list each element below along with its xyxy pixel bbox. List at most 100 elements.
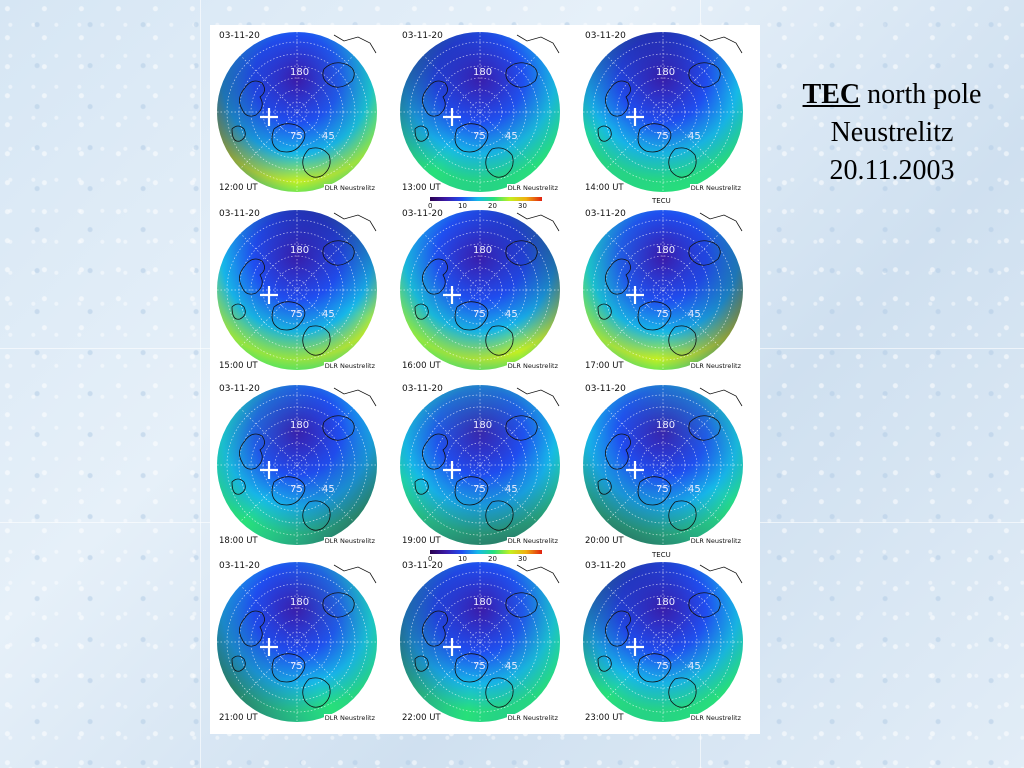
panel-time: 17:00 UT xyxy=(584,361,625,371)
panel-credit: DLR Neustrelitz xyxy=(323,362,376,371)
panel-date: 03-11-20 xyxy=(401,384,444,394)
latitude-label: 45 xyxy=(505,661,518,672)
panel-date: 03-11-20 xyxy=(401,31,444,41)
longitude-label: 180 xyxy=(656,245,676,256)
colorbar-tick: 20 xyxy=(488,555,497,563)
colorbar-top: 0 10 20 30 xyxy=(428,197,542,219)
panel-credit: DLR Neustrelitz xyxy=(323,184,376,193)
latitude-label: 45 xyxy=(322,309,335,320)
longitude-label: 180 xyxy=(473,420,493,431)
panel-credit: DLR Neustrelitz xyxy=(506,714,559,723)
longitude-label: 180 xyxy=(473,67,493,78)
panel-date: 03-11-20 xyxy=(401,209,444,219)
latitude-label: 75 xyxy=(290,131,303,142)
panel-date: 03-11-20 xyxy=(218,209,261,219)
colorbar-tick: 0 xyxy=(428,555,433,563)
caption-title-rest: north pole xyxy=(860,79,982,110)
colorbar-tick: 0 xyxy=(428,202,433,210)
latitude-label: 75 xyxy=(290,309,303,320)
latitude-label: 45 xyxy=(688,661,701,672)
background-seam xyxy=(200,0,201,768)
panel-date: 03-11-20 xyxy=(584,561,627,571)
slide-caption: TEC north pole Neustrelitz 20.11.2003 xyxy=(770,76,1014,190)
panel-time: 23:00 UT xyxy=(584,713,625,723)
panel-time: 12:00 UT xyxy=(218,183,259,193)
latitude-label: 75 xyxy=(656,131,669,142)
panel-credit: DLR Neustrelitz xyxy=(323,537,376,546)
latitude-label: 75 xyxy=(290,661,303,672)
colorbar-unit: TECU xyxy=(652,197,671,205)
colorbar-gradient xyxy=(430,197,542,201)
panel-date: 03-11-20 xyxy=(584,384,627,394)
latitude-label: 75 xyxy=(473,661,486,672)
latitude-label: 75 xyxy=(473,484,486,495)
latitude-label: 75 xyxy=(473,309,486,320)
latitude-label: 45 xyxy=(505,484,518,495)
panel-time: 16:00 UT xyxy=(401,361,442,371)
longitude-label: 180 xyxy=(656,597,676,608)
tec-map-panel: 03-11-20 180 75 45 15:00 UT DLR Neustrelitz xyxy=(214,207,380,373)
colorbar-unit: TECU xyxy=(652,551,671,559)
tec-map-panel: 03-11-20 180 75 45 14:00 UT DLR Neustrelitz xyxy=(580,29,746,195)
tec-map-panel: 03-11-20 180 75 45 20:00 UT DLR Neustrelitz xyxy=(580,382,746,548)
longitude-label: 180 xyxy=(290,245,310,256)
colorbar-bottom: 0 10 20 30 xyxy=(428,550,542,572)
panel-time: 14:00 UT xyxy=(584,183,625,193)
latitude-label: 75 xyxy=(656,484,669,495)
tec-map-panel: 03-11-20 180 75 45 22:00 UT DLR Neustrelitz xyxy=(397,559,563,725)
longitude-label: 180 xyxy=(656,420,676,431)
latitude-label: 45 xyxy=(688,131,701,142)
longitude-label: 180 xyxy=(290,67,310,78)
longitude-label: 180 xyxy=(473,597,493,608)
panel-credit: DLR Neustrelitz xyxy=(689,184,742,193)
colorbar-tick: 10 xyxy=(458,202,467,210)
panel-time: 20:00 UT xyxy=(584,536,625,546)
tec-map-panel: 03-11-20 180 75 45 13:00 UT DLR Neustrelitz xyxy=(397,29,563,195)
panel-date: 03-11-20 xyxy=(218,31,261,41)
panel-date: 03-11-20 xyxy=(584,209,627,219)
panel-credit: DLR Neustrelitz xyxy=(506,362,559,371)
caption-title-bold: TEC xyxy=(802,79,861,110)
panel-date: 03-11-20 xyxy=(218,384,261,394)
panel-credit: DLR Neustrelitz xyxy=(506,537,559,546)
latitude-label: 45 xyxy=(505,131,518,142)
tec-map-figure: 03-11-20 180 75 45 12:00 UT DLR Neustrelitz 03… xyxy=(210,25,760,734)
colorbar-tick: 30 xyxy=(518,202,527,210)
panel-date: 03-11-20 xyxy=(584,31,627,41)
panel-time: 18:00 UT xyxy=(218,536,259,546)
tec-map-panel: 03-11-20 180 75 45 12:00 UT DLR Neustrelitz xyxy=(214,29,380,195)
tec-map-panel: 03-11-20 180 75 21:00 UT DLR Neustrelitz xyxy=(214,559,380,725)
longitude-label: 180 xyxy=(290,597,310,608)
colorbar-tick: 20 xyxy=(488,202,497,210)
panel-time: 13:00 UT xyxy=(401,183,442,193)
panel-time: 15:00 UT xyxy=(218,361,259,371)
panel-credit: DLR Neustrelitz xyxy=(323,714,376,723)
latitude-label: 75 xyxy=(290,484,303,495)
latitude-label: 75 xyxy=(473,131,486,142)
tec-map-panel: 03-11-20 180 75 45 18:00 UT DLR Neustrelitz xyxy=(214,382,380,548)
panel-credit: DLR Neustrelitz xyxy=(689,537,742,546)
panel-date: 03-11-20 xyxy=(401,561,444,571)
tec-map-panel: 03-11-20 180 75 45 23:00 UT DLR Neustrelitz xyxy=(580,559,746,725)
panel-credit: DLR Neustrelitz xyxy=(689,362,742,371)
caption-title: TEC north pole xyxy=(770,76,1014,114)
caption-location: Neustrelitz xyxy=(830,117,954,148)
panel-time: 19:00 UT xyxy=(401,536,442,546)
tec-map-panel: 03-11-20 180 75 45 17:00 UT DLR Neustrelitz xyxy=(580,207,746,373)
panel-time: 21:00 UT xyxy=(218,713,259,723)
latitude-label: 45 xyxy=(505,309,518,320)
caption-date: 20.11.2003 xyxy=(829,155,955,186)
tec-map-panel: 03-11-20 180 75 45 19:00 UT DLR Neustrelitz xyxy=(397,382,563,548)
latitude-label: 45 xyxy=(322,131,335,142)
colorbar-tick: 10 xyxy=(458,555,467,563)
latitude-label: 45 xyxy=(688,484,701,495)
longitude-label: 180 xyxy=(290,420,310,431)
longitude-label: 180 xyxy=(656,67,676,78)
panel-credit: DLR Neustrelitz xyxy=(506,184,559,193)
tec-map-panel: 03-11-20 180 75 45 16:00 UT DLR Neustrelitz xyxy=(397,207,563,373)
panel-date: 03-11-20 xyxy=(218,561,261,571)
latitude-label: 45 xyxy=(688,309,701,320)
colorbar-gradient xyxy=(430,550,542,554)
panel-time: 22:00 UT xyxy=(401,713,442,723)
latitude-label: 75 xyxy=(656,309,669,320)
